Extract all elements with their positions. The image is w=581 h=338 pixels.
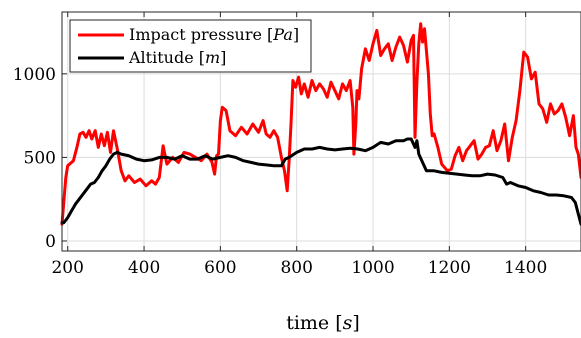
x-tick-label: 200 bbox=[51, 258, 83, 278]
y-tick-label: 500 bbox=[24, 148, 56, 168]
x-tick-label: 1200 bbox=[428, 258, 471, 278]
x-tick-label: 1000 bbox=[351, 258, 394, 278]
x-axis-label: time [s] bbox=[286, 312, 360, 334]
legend-label-pressure: Impact pressure bbox=[129, 25, 267, 44]
legend: Impact pressure [Pa] Altitude [m] bbox=[69, 19, 312, 73]
y-tick-label: 0 bbox=[45, 232, 56, 252]
x-axis-label-unit: s bbox=[343, 312, 353, 334]
series-line-pressure bbox=[60, 22, 581, 226]
legend-entry-pressure: Impact pressure [Pa] bbox=[129, 25, 299, 44]
x-tick-label: 600 bbox=[204, 258, 236, 278]
plot-area-frame bbox=[61, 11, 581, 252]
legend-unit-pressure: Pa bbox=[272, 25, 293, 44]
series-lines bbox=[60, 22, 581, 226]
legend-label-altitude: Altitude bbox=[128, 48, 199, 67]
legend-entry-altitude: Altitude [m] bbox=[128, 48, 226, 67]
x-tick-label: 1400 bbox=[504, 258, 547, 278]
legend-box bbox=[69, 19, 312, 73]
x-tick-label: 800 bbox=[280, 258, 312, 278]
axis-ticks: 200 400 600 800 1000 1200 1400 0 500 1000 bbox=[13, 12, 547, 278]
x-axis-label-text: time bbox=[286, 312, 335, 334]
legend-unit-altitude: m bbox=[205, 48, 220, 67]
y-tick-label: 1000 bbox=[13, 65, 56, 85]
series-line-altitude bbox=[60, 137, 581, 226]
x-tick-label: 400 bbox=[128, 258, 160, 278]
